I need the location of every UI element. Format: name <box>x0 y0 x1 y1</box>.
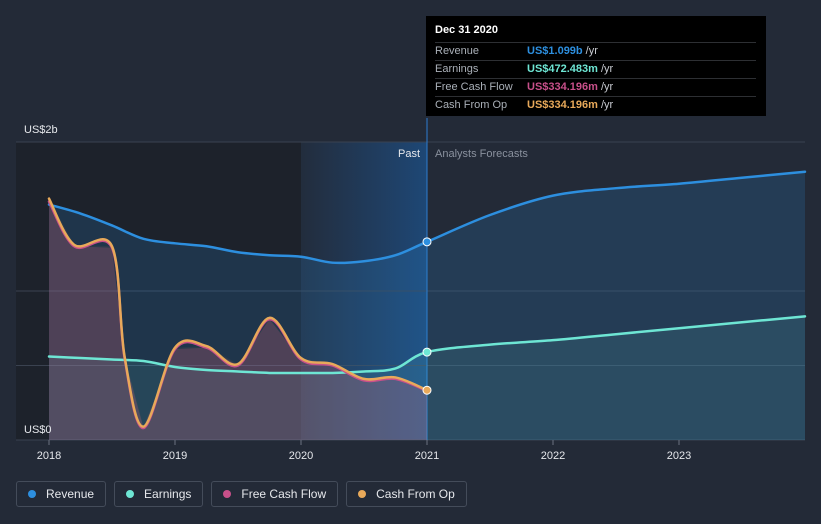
forecast-label: Analysts Forecasts <box>435 148 528 160</box>
y-axis-top-label: US$2b <box>24 124 58 136</box>
data-tooltip: Dec 31 2020 Revenue US$1.099b /yr Earnin… <box>426 16 766 116</box>
legend-dot-icon <box>223 490 232 498</box>
tooltip-value: US$334.196m <box>527 81 598 93</box>
tooltip-label: Earnings <box>435 63 479 75</box>
tooltip-value: US$472.483m <box>527 63 598 75</box>
past-label: Past <box>398 148 420 160</box>
tooltip-label: Free Cash Flow <box>435 81 513 93</box>
point-marker-earnings <box>422 347 432 357</box>
x-tick-label: 2019 <box>163 450 187 462</box>
point-marker-cash-from-op <box>422 385 432 395</box>
x-tick-label: 2021 <box>415 450 439 462</box>
legend-item-free-cash-flow[interactable]: Free Cash Flow <box>211 481 339 507</box>
area-free-cash-flow <box>49 201 427 440</box>
legend-label: Free Cash Flow <box>241 487 327 501</box>
x-tick-label: 2020 <box>289 450 313 462</box>
tooltip-value: US$1.099b <box>527 45 583 57</box>
area-earnings <box>49 316 805 440</box>
tooltip-label: Cash From Op <box>435 99 508 111</box>
series-line-revenue <box>47 170 807 265</box>
tooltip-unit: /yr <box>600 99 614 111</box>
tooltip-unit: /yr <box>600 81 614 93</box>
tooltip-row-revenue: Revenue US$1.099b /yr <box>435 42 756 60</box>
tooltip-value: US$334.196m <box>527 99 598 111</box>
legend-label: Cash From Op <box>376 487 455 501</box>
legend-label: Earnings <box>144 487 192 501</box>
y-axis-bottom-label: US$0 <box>24 424 52 436</box>
x-tick-label: 2023 <box>667 450 691 462</box>
legend-dot-icon <box>358 490 367 498</box>
legend-item-revenue[interactable]: Revenue <box>16 481 107 507</box>
x-tick-label: 2018 <box>37 450 61 462</box>
legend-item-earnings[interactable]: Earnings <box>114 481 204 507</box>
legend-dot-icon <box>28 490 36 498</box>
tooltip-label: Revenue <box>435 45 480 57</box>
tooltip-row-free-cash-flow: Free Cash Flow US$334.196m /yr <box>435 78 756 96</box>
tooltip-unit: /yr <box>585 45 598 57</box>
series-line-earnings <box>47 315 807 375</box>
series-line-cash-from-op <box>47 197 429 428</box>
tooltip-unit: /yr <box>600 63 614 75</box>
chart-legend: Revenue Earnings Free Cash Flow Cash Fro… <box>16 481 467 507</box>
area-revenue <box>49 171 805 441</box>
tooltip-date: Dec 31 2020 <box>435 24 498 36</box>
area-cash-from-op <box>49 198 427 440</box>
point-marker-revenue <box>422 237 432 247</box>
tooltip-row-cash-from-op: Cash From Op US$334.196m /yr <box>435 96 756 114</box>
x-tick-label: 2022 <box>541 450 565 462</box>
legend-label: Revenue <box>46 487 95 501</box>
legend-item-cash-from-op[interactable]: Cash From Op <box>346 481 467 507</box>
legend-dot-icon <box>126 490 135 498</box>
tooltip-row-earnings: Earnings US$472.483m /yr <box>435 60 756 78</box>
